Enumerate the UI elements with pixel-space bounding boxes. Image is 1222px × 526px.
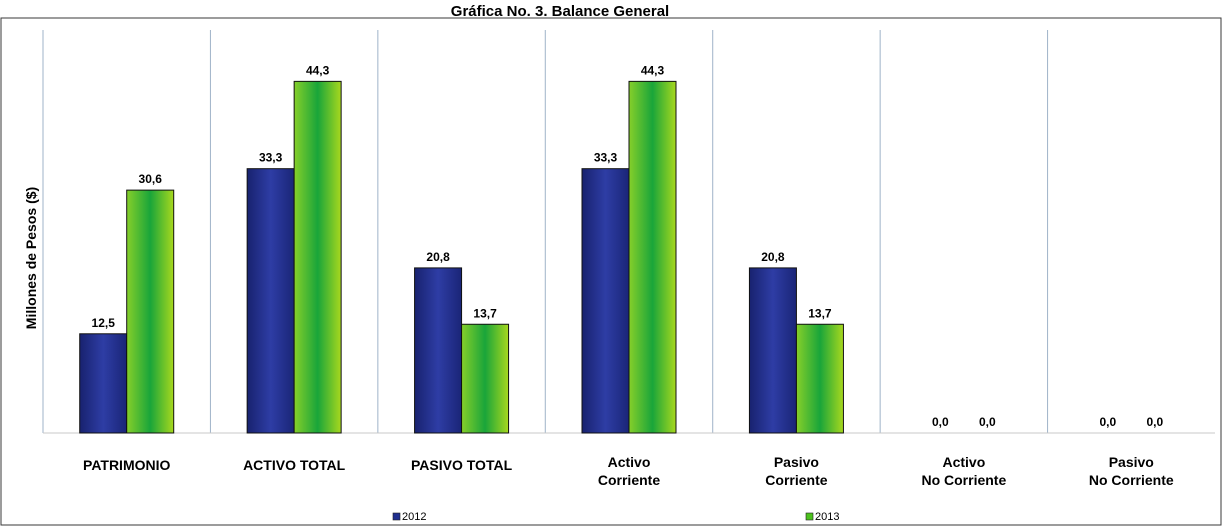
bar-2013-4: [795, 323, 844, 434]
category-label-3: Corriente: [598, 472, 660, 488]
data-label-2013-1: 44,3: [306, 63, 330, 77]
category-label-6: No Corriente: [1089, 472, 1174, 488]
data-label-2013-0: 30,6: [139, 172, 163, 186]
bar-2012-1: [246, 168, 295, 434]
legend-swatch-2013: [805, 512, 814, 521]
data-label-2013-3: 44,3: [641, 63, 665, 77]
data-label-2013-5: 0,0: [979, 415, 996, 429]
category-label-4: Pasivo: [774, 454, 819, 470]
data-label-2012-2: 20,8: [426, 250, 450, 264]
bar-2013-1: [293, 80, 342, 434]
bar-2012-2: [414, 267, 463, 434]
data-label-2012-5: 0,0: [932, 415, 949, 429]
data-label-2013-4: 13,7: [808, 306, 832, 320]
category-label-5: Activo: [942, 454, 985, 470]
category-label-5: No Corriente: [921, 472, 1006, 488]
data-label-2013-2: 13,7: [473, 306, 497, 320]
bar-2012-3: [581, 168, 630, 434]
data-label-2012-6: 0,0: [1099, 415, 1116, 429]
data-label-2013-6: 0,0: [1146, 415, 1163, 429]
bar-2013-3: [628, 80, 677, 434]
data-label-2012-0: 12,5: [92, 316, 116, 330]
category-label-6: Pasivo: [1109, 454, 1154, 470]
category-label-0: PATRIMONIO: [83, 457, 170, 473]
data-label-2012-3: 33,3: [594, 151, 618, 165]
y-axis-label: Millones de Pesos ($): [23, 187, 39, 329]
chart-title: Gráfica No. 3. Balance General: [451, 3, 669, 20]
category-label-3: Activo: [608, 454, 651, 470]
data-label-2012-1: 33,3: [259, 151, 283, 165]
category-label-4: Corriente: [765, 472, 827, 488]
legend-label-2013: 2013: [815, 511, 839, 523]
category-label-2: PASIVO TOTAL: [411, 457, 513, 473]
bar-2012-0: [79, 333, 128, 434]
data-label-2012-4: 20,8: [761, 250, 785, 264]
category-label-1: ACTIVO TOTAL: [243, 457, 346, 473]
bar-2013-2: [461, 323, 510, 434]
bar-2012-4: [748, 267, 797, 434]
legend-label-2012: 2012: [402, 511, 426, 523]
legend-swatch-2012: [392, 512, 401, 521]
bar-2013-0: [126, 189, 175, 434]
